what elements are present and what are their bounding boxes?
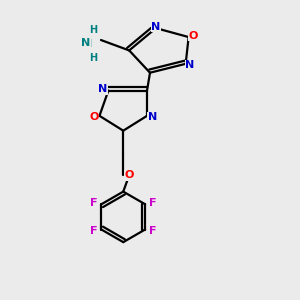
Text: N: N [185,60,195,70]
Text: O: O [188,31,198,40]
Text: F: F [90,198,98,208]
Text: N: N [82,38,91,48]
Text: F: F [149,198,156,208]
Text: O: O [124,170,134,180]
Text: H: H [89,53,98,63]
Text: H: H [89,25,98,34]
Text: O: O [89,112,99,122]
Text: F: F [149,226,156,236]
Text: N: N [151,22,160,32]
Text: N: N [83,40,92,50]
Text: N: N [148,112,157,122]
Text: F: F [90,226,98,236]
Text: N: N [98,84,108,94]
